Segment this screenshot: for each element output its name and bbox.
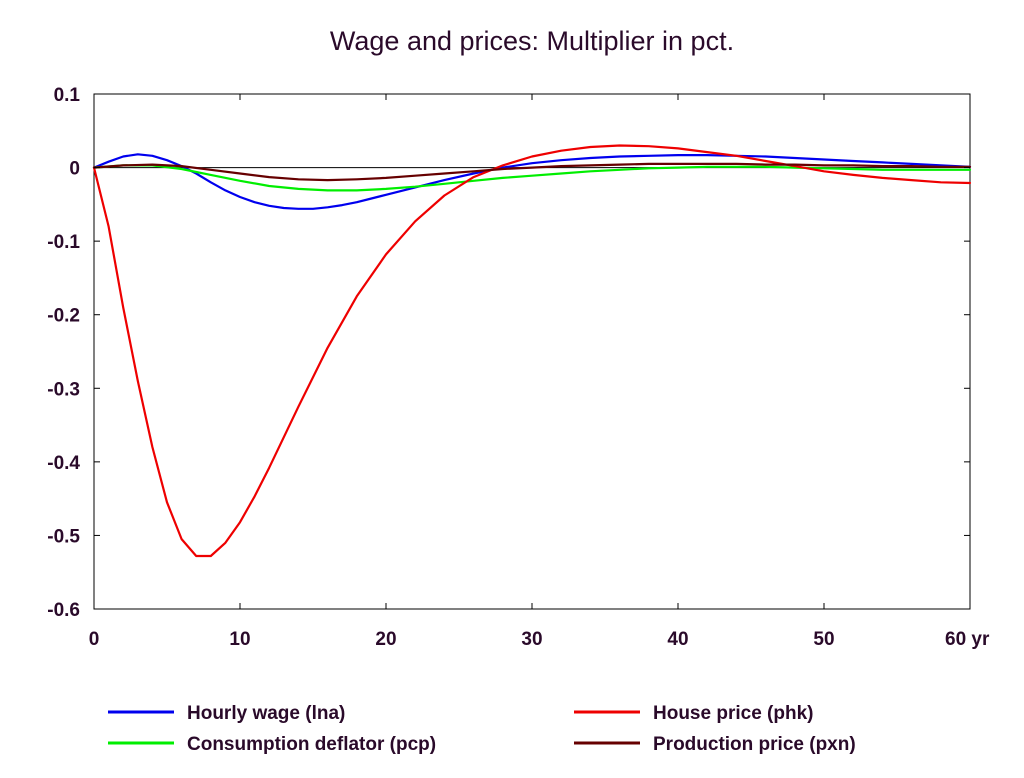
legend: Hourly wage (lna) Consumption deflator (p…: [108, 703, 856, 755]
series-layer: [92, 144, 972, 558]
axis-ticks: 0.1 0 -0.1 -0.2 -0.3 -0.4 -0.5 -0.6 0 10 20 30 40 50 6…: [47, 85, 990, 650]
y-tick-label: -0.4: [47, 453, 80, 474]
legend-label: Production price (pxn): [653, 734, 856, 755]
y-tick-label: 0.1: [54, 85, 81, 106]
legend-label: Consumption deflator (pcp): [187, 734, 436, 755]
y-tick-label: -0.1: [47, 232, 80, 253]
x-tick-label: 50: [813, 629, 834, 650]
y-tick-label: -0.2: [47, 306, 80, 327]
x-tick-label: 30: [521, 629, 542, 650]
series-line-4: [92, 162, 972, 182]
x-tick-label: 40: [667, 629, 688, 650]
chart-title: Wage and prices: Multiplier in pct.: [330, 26, 734, 56]
series-line-2: [92, 164, 972, 192]
x-tick-label: 20: [375, 629, 396, 650]
series-line-3: [92, 144, 972, 558]
legend-label: House price (phk): [653, 703, 813, 724]
y-tick-label: -0.5: [47, 526, 80, 547]
series-line-1: [92, 153, 972, 210]
y-tick-label: -0.3: [47, 379, 80, 400]
x-tick-label: 60 yr: [945, 629, 990, 650]
y-tick-label: -0.6: [47, 600, 80, 621]
x-tick-label: 0: [89, 629, 100, 650]
x-tick-label: 10: [229, 629, 250, 650]
legend-label: Hourly wage (lna): [187, 703, 345, 724]
y-tick-label: 0: [69, 159, 80, 180]
